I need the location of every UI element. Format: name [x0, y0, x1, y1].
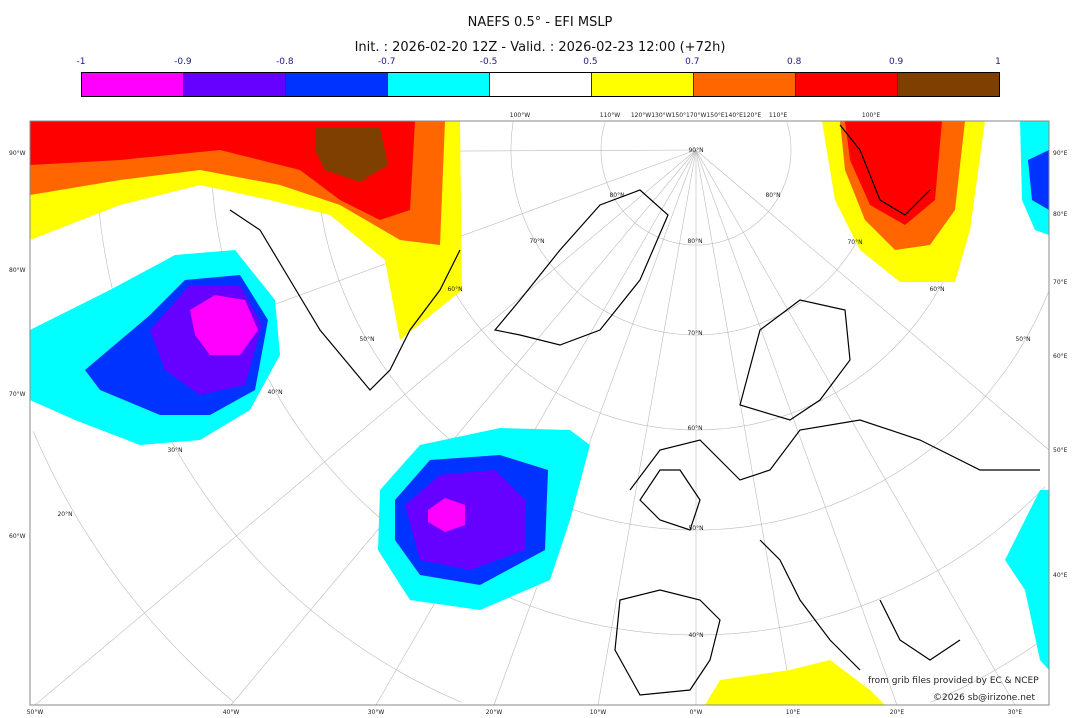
- colorbar-swatch: [796, 73, 898, 96]
- axis-label: 100°E: [862, 112, 880, 119]
- axis-label: 70°N: [687, 330, 702, 337]
- colorbar-swatch: [286, 73, 388, 96]
- colorbar-label: -0.7: [377, 57, 396, 67]
- colorbar-swatch: [592, 73, 694, 96]
- colorbar-label: -1: [76, 57, 86, 67]
- axis-label: 50°N: [688, 525, 703, 532]
- axis-label: 120°W130°W150°170°W150°E140°E120°E: [631, 112, 762, 119]
- colorbar-swatch: [694, 73, 796, 96]
- axis-label: 20°N: [57, 511, 72, 518]
- axis-label: 60°E: [1053, 353, 1068, 360]
- colorbar-swatch: [490, 73, 592, 96]
- colorbar-label: 0.5: [583, 57, 598, 67]
- axis-label: 40°N: [688, 632, 703, 639]
- axis-label: 20°W: [486, 709, 503, 716]
- colorbar-label: 1: [995, 57, 1001, 67]
- colorbar-swatch: [388, 73, 490, 96]
- axis-label: 80°E: [1053, 211, 1068, 218]
- axis-label: 40°W: [223, 709, 240, 716]
- map-title: NAEFS 0.5° - EFI MSLP: [467, 15, 613, 30]
- map-frame: [29, 120, 1050, 706]
- axis-label: 80°N: [687, 238, 702, 245]
- axis-label: 30°E: [1008, 709, 1023, 716]
- latitude-circle: [315, 123, 1049, 531]
- colorbar-swatch: [898, 73, 999, 96]
- colorbar-label: -0.9: [174, 57, 192, 67]
- axis-label: 50°E: [1053, 447, 1068, 454]
- axis-label: 80°N: [609, 192, 624, 199]
- colorbar-label: 0.7: [685, 57, 700, 67]
- anomaly-magenta-c: [428, 498, 465, 532]
- anomaly-red-ne: [845, 121, 942, 225]
- coastlines: [229, 124, 1040, 696]
- axis-label: 50°N: [1015, 336, 1030, 343]
- colorbar-label: -0.8: [275, 57, 294, 67]
- axis-label: 60°N: [929, 286, 944, 293]
- copyright: ©2026 sb@irizone.net: [933, 693, 1035, 703]
- anomaly-magenta-w: [190, 295, 258, 355]
- axis-label: 50°W: [27, 709, 44, 716]
- axis-label: 70°E: [1053, 279, 1068, 286]
- axis-labels: 90°W 80°W 70°W 60°W 90°E 80°E 70°E 60°E 50°E 40°E…: [9, 112, 1068, 716]
- axis-label: 30°N: [167, 447, 182, 454]
- colorbar-swatch: [184, 73, 286, 96]
- axis-label: 100°W: [510, 112, 530, 119]
- axis-label: 90°E: [1053, 150, 1068, 157]
- axis-label: 20°E: [890, 709, 905, 716]
- map-subtitle: Init. : 2026-02-20 12Z - Valid. : 2026-0…: [354, 40, 726, 55]
- axis-label: 60°N: [687, 425, 702, 432]
- axis-label: 70°N: [529, 238, 544, 245]
- axis-label: 110°E: [769, 112, 787, 119]
- axis-label: 80°N: [765, 192, 780, 199]
- axis-label: 80°W: [9, 267, 26, 274]
- axis-label: 60°W: [9, 533, 26, 540]
- anomaly-blue-e: [1028, 150, 1049, 210]
- anomaly-brown-nw: [315, 128, 388, 182]
- axis-label: 40°N: [267, 389, 282, 396]
- axis-label: 90°W: [9, 150, 26, 157]
- axis-label: 10°E: [786, 709, 801, 716]
- colorbar-label: 0.8: [787, 57, 802, 67]
- source-credit: from grib files provided by EC & NCEP: [868, 676, 1039, 686]
- colorbar-swatch: [82, 73, 184, 96]
- axis-label: 0°W: [690, 709, 703, 716]
- axis-label: 60°N: [447, 286, 462, 293]
- colorbar-label: 0.9: [888, 57, 904, 67]
- axis-label: 110°W: [600, 112, 620, 119]
- axis-label: 10°W: [590, 709, 607, 716]
- axis-label: 50°N: [359, 336, 374, 343]
- axis-label: 70°W: [9, 391, 26, 398]
- latitude-circle: [32, 431, 234, 702]
- axis-label: 40°E: [1053, 572, 1068, 579]
- axis-label: 70°N: [847, 239, 862, 246]
- anomaly-yellow-s: [705, 660, 885, 705]
- anomaly-cyan-e: [1005, 121, 1049, 670]
- colorbar-label: -0.5: [479, 57, 498, 67]
- latitude-circle: [600, 122, 792, 246]
- axis-label: 90°N: [688, 147, 703, 154]
- latitude-circle: [95, 129, 1049, 703]
- colorbar: [81, 72, 1000, 97]
- axis-label: 30°W: [368, 709, 385, 716]
